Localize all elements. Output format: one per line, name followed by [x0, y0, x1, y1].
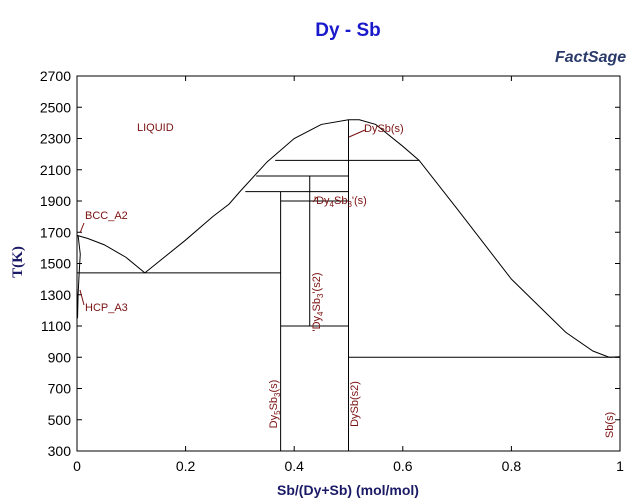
label-part: Sb(s)	[604, 412, 616, 438]
label-part: '(s)	[352, 195, 367, 207]
y-tick-label: 2100	[40, 162, 71, 178]
annotation: HCP_A3	[85, 302, 128, 314]
label-part: (s)	[268, 380, 280, 393]
label-part: 'Dy	[311, 315, 323, 331]
annotation: Sb(s)	[604, 412, 616, 438]
label-part: Dy	[268, 414, 280, 428]
annotation: DySb(s2)	[349, 381, 361, 427]
y-tick-label: 1700	[40, 224, 71, 240]
subscript: 3	[273, 392, 282, 397]
y-tick-label: 1500	[40, 256, 71, 272]
x-tick-label: 0.4	[284, 458, 304, 474]
y-tick-label: 1100	[41, 318, 71, 334]
label-part: Sb	[334, 195, 347, 207]
leader-line	[312, 196, 318, 203]
label-part: Sb	[311, 298, 323, 311]
x-axis-label: Sb/(Dy+Sb) (mol/mol)	[277, 482, 419, 498]
label-part: DySb(s2)	[349, 381, 361, 427]
label-part: BCC_A2	[85, 210, 128, 222]
x-tick-label: 0.6	[393, 458, 413, 474]
annotation: 'Dy4Sb3'(s)	[314, 195, 367, 209]
label-part: Sb	[268, 397, 280, 410]
annotation: BCC_A2	[85, 210, 128, 222]
x-tick-label: 1	[616, 458, 624, 474]
annotation: Dy5Sb3(s)	[268, 380, 282, 429]
label-part: HCP_A3	[85, 302, 128, 314]
label-part: '(s2)	[311, 273, 323, 294]
chart-title: Dy - Sb	[315, 20, 380, 41]
y-tick-label: 2300	[40, 131, 71, 147]
annotation: DySb(s)	[364, 123, 404, 135]
y-tick-label: 700	[48, 381, 72, 397]
y-tick-label: 1300	[40, 287, 71, 303]
x-tick-label: 0.2	[176, 458, 196, 474]
y-tick-label: 2500	[40, 99, 71, 115]
y-tick-label: 300	[48, 443, 72, 459]
y-tick-label: 1900	[40, 193, 71, 209]
subscript: 3	[316, 293, 325, 298]
leader-line	[79, 289, 85, 306]
annotation: LIQUID	[137, 122, 174, 134]
phase-boundary	[76, 234, 146, 274]
leader-line	[348, 129, 366, 138]
subscript: 3	[347, 200, 352, 209]
y-tick-label: 2700	[40, 68, 71, 84]
label-part: DySb(s)	[364, 123, 404, 135]
y-tick-label: 900	[48, 349, 72, 365]
phase-boundary	[77, 235, 81, 319]
subscript: 5	[273, 410, 282, 415]
subscript: 4	[330, 200, 335, 209]
label-part: LIQUID	[137, 122, 174, 134]
y-tick-label: 500	[48, 412, 72, 428]
logo: FactSage	[555, 49, 626, 66]
phase-boundary	[144, 119, 621, 358]
annotation: 'Dy4Sb3'(s2)	[311, 273, 325, 332]
x-tick-label: 0	[73, 458, 81, 474]
subscript: 4	[316, 311, 325, 316]
x-tick-label: 0.8	[502, 458, 522, 474]
y-axis-label: T(K)	[10, 246, 26, 278]
label-part: 'Dy	[314, 195, 330, 207]
leader-line	[79, 222, 85, 234]
